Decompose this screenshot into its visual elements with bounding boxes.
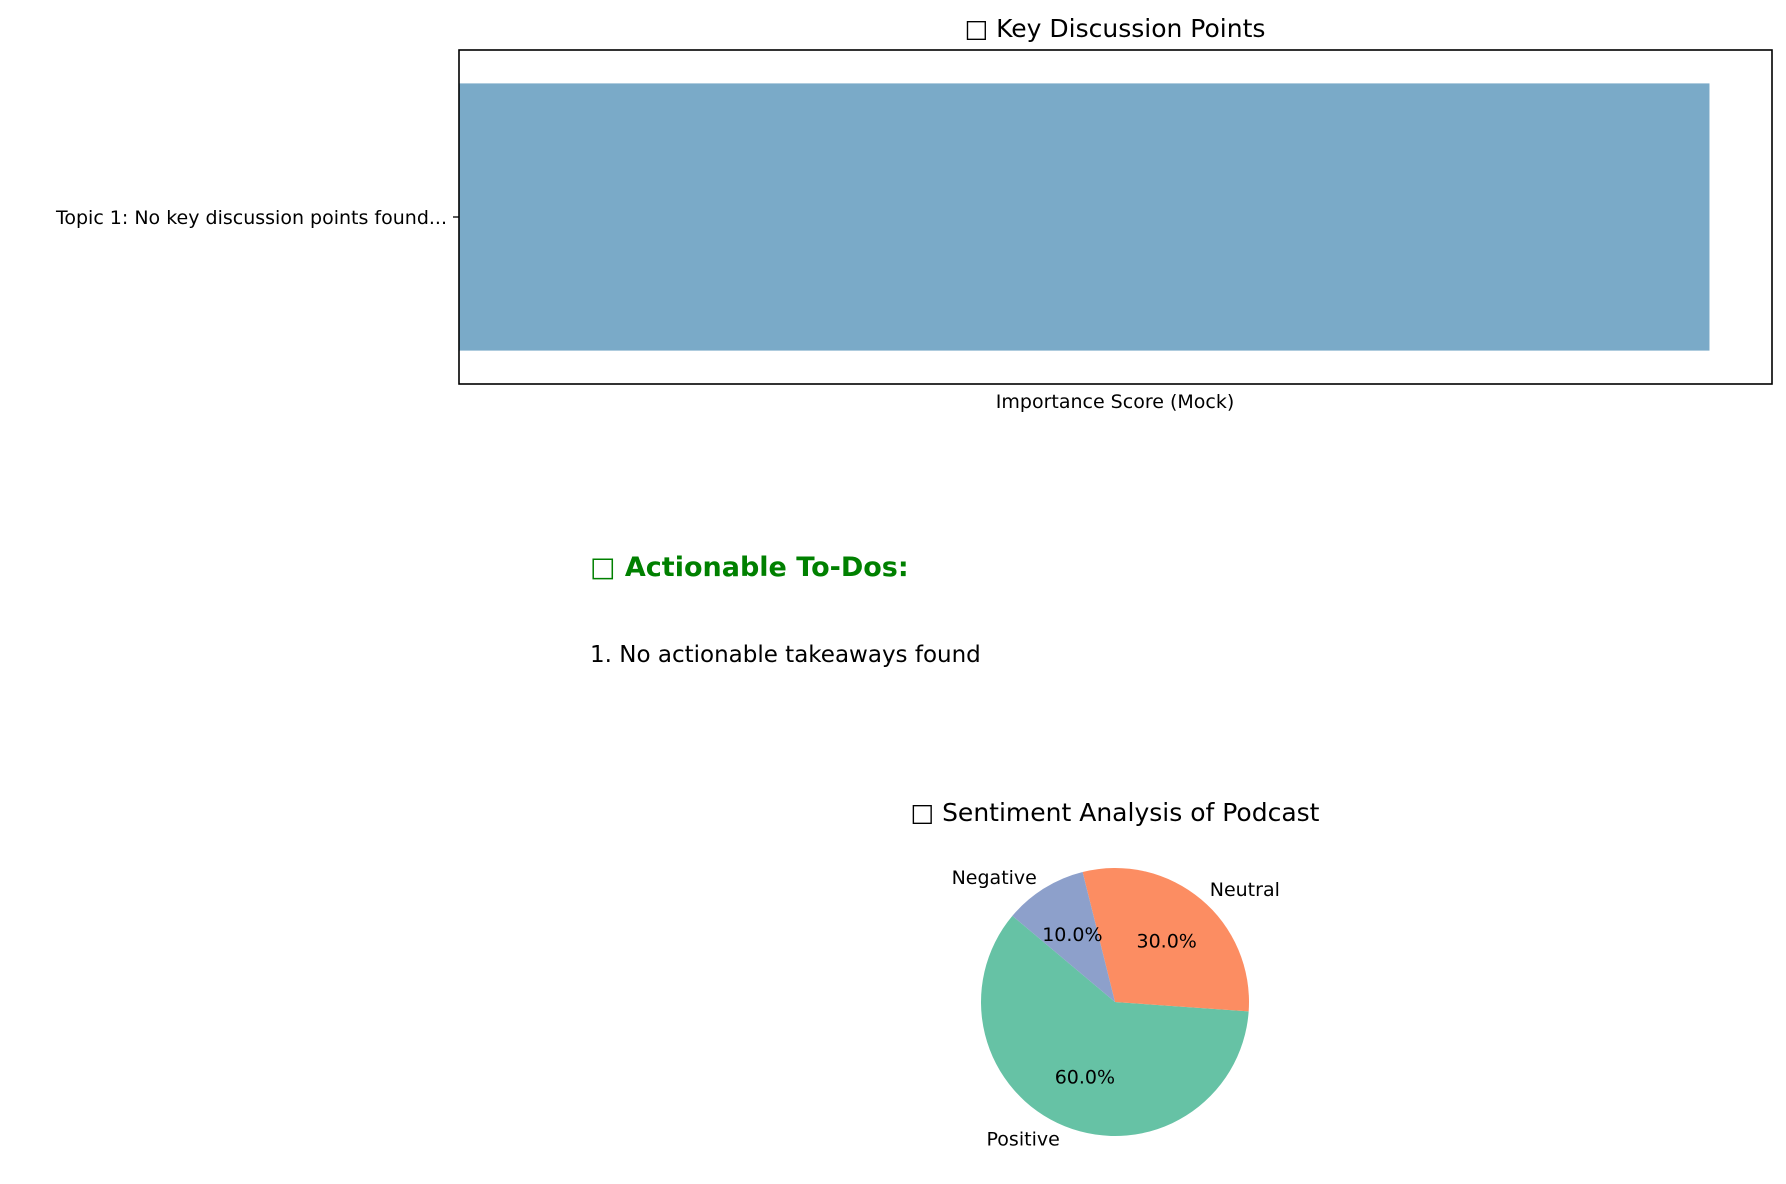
key-discussion-points-chart: □ Key Discussion Points Topic 1: No key …: [55, 14, 1773, 413]
pie-label-neutral: Neutral: [1210, 879, 1280, 901]
pie-label-positive: Positive: [987, 1129, 1060, 1151]
pie-percent-negative: 10.0%: [1042, 924, 1102, 946]
bar-marks: Topic 1: No key discussion points found.…: [55, 83, 1710, 351]
pie-marks: Positive 60.0% Neutral 30.0% Negative 10.0%: [952, 867, 1280, 1151]
pie-slice-neutral: [1082, 867, 1249, 1012]
sentiment-analysis-chart: □ Sentiment Analysis of Podcast Positive…: [911, 798, 1320, 1151]
todos-heading: □ Actionable To-Dos:: [590, 552, 909, 583]
bar-chart-title: □ Key Discussion Points: [965, 14, 1266, 43]
pie-slice-positive: [981, 915, 1249, 1136]
todo-item: 1. No actionable takeaways found: [590, 642, 981, 668]
bar-x-axis-label: Importance Score (Mock): [996, 391, 1234, 413]
pie-slice-negative: [1012, 871, 1115, 1002]
pie-percent-positive: 60.0%: [1055, 1067, 1115, 1089]
pie-percent-neutral: 30.0%: [1137, 930, 1197, 952]
actionable-todos-panel: □ Actionable To-Dos: 1. No actionable ta…: [590, 552, 981, 668]
bar-axes-frame: [458, 49, 1773, 385]
y-tick-label: Topic 1: No key discussion points found.…: [55, 207, 447, 229]
bar-1: [459, 83, 1710, 351]
pie-label-negative: Negative: [952, 867, 1037, 889]
pie-chart-title: □ Sentiment Analysis of Podcast: [911, 798, 1320, 827]
